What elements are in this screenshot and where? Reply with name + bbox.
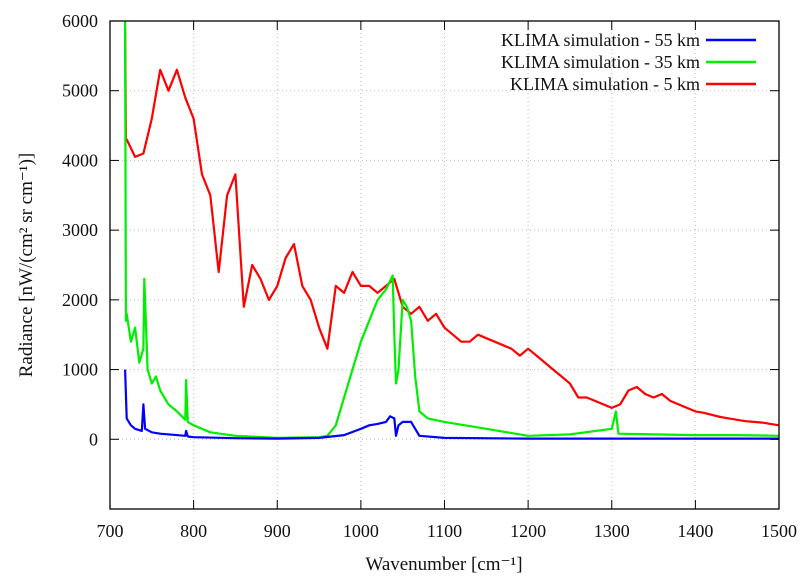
legend-label: KLIMA simulation - 5 km bbox=[510, 74, 700, 94]
y-tick-label: 2000 bbox=[62, 290, 98, 310]
series-line-0 bbox=[124, 369, 779, 440]
ticks: 700 800 900 1000 1100 1200 1300 1400 1500 0 1000 20… bbox=[62, 11, 797, 541]
x-tick-label: 700 bbox=[97, 521, 124, 541]
legend-label: KLIMA simulation - 35 km bbox=[501, 52, 700, 72]
series-line-1 bbox=[124, 20, 780, 439]
x-tick-label: 1000 bbox=[343, 521, 379, 541]
y-axis-label: Radiance [nW/(cm² sr cm⁻¹)] bbox=[16, 153, 37, 378]
series-line-2 bbox=[124, 27, 780, 427]
x-tick-label: 1400 bbox=[677, 521, 713, 541]
legend-label: KLIMA simulation - 55 km bbox=[501, 30, 700, 50]
x-tick-label: 900 bbox=[264, 521, 291, 541]
y-tick-label: 3000 bbox=[62, 220, 98, 240]
y-tick-label: 0 bbox=[89, 429, 98, 449]
y-tick-label: 1000 bbox=[62, 360, 98, 380]
y-tick-label: 5000 bbox=[62, 81, 98, 101]
x-tick-label: 1100 bbox=[427, 521, 462, 541]
x-tick-label: 1200 bbox=[510, 521, 546, 541]
x-tick-label: 1500 bbox=[761, 521, 797, 541]
x-tick-label: 800 bbox=[180, 521, 207, 541]
y-tick-label: 4000 bbox=[62, 150, 98, 170]
x-axis-label: Wavenumber [cm⁻¹] bbox=[365, 554, 522, 575]
grid bbox=[110, 21, 779, 509]
y-tick-label: 6000 bbox=[62, 11, 98, 31]
x-tick-label: 1300 bbox=[594, 521, 630, 541]
series-lines bbox=[124, 20, 780, 440]
